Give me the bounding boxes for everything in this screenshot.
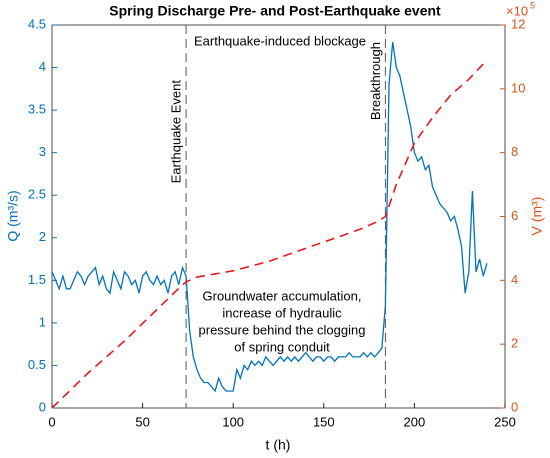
x-tick-label: 150 (313, 414, 335, 429)
x-tick-label: 0 (48, 414, 55, 429)
y2-tick-label: 0 (511, 399, 518, 414)
series-line (51, 59, 488, 409)
y-tick-label: 3.5 (28, 102, 46, 117)
note-line: increase of hydraulic (222, 305, 342, 320)
x-tick-label: 100 (222, 414, 244, 429)
y-axis-label: Q (m³/s) (5, 190, 21, 241)
y2-tick-label: 8 (511, 144, 518, 159)
x-axis-label: t (h) (266, 437, 291, 453)
x-tick-label: 200 (404, 414, 426, 429)
y2-multiplier-exp: 5 (530, 0, 535, 10)
note-line: Groundwater accumulation, (203, 288, 362, 303)
y-tick-label: 3 (39, 144, 46, 159)
y-tick-label: 1.5 (28, 272, 46, 287)
x-tick-label: 250 (494, 414, 516, 429)
y-tick-label: 0.5 (28, 357, 46, 372)
chart-title: Spring Discharge Pre- and Post-Earthquak… (109, 3, 441, 19)
y2-tick-label: 10 (511, 80, 525, 95)
y2-tick-label: 12 (511, 16, 525, 31)
x-tick-label: 50 (135, 414, 149, 429)
y-tick-label: 2 (39, 229, 46, 244)
y2-tick-label: 2 (511, 336, 518, 351)
y-tick-label: 2.5 (28, 187, 46, 202)
y-tick-label: 4 (39, 59, 46, 74)
note-line: pressure behind the clogging (199, 322, 366, 337)
y2-tick-label: 6 (511, 208, 518, 223)
y2-axis-label: V (m³) (529, 197, 545, 236)
series-line (51, 41, 488, 393)
y-tick-label: 4.5 (28, 16, 46, 31)
event-label: Breakthrough (368, 42, 383, 120)
annotation: Earthquake-induced blockage (194, 33, 366, 48)
y2-tick-label: 4 (511, 272, 518, 287)
event-label: Earthquake Event (169, 80, 184, 184)
y-tick-label: 0 (39, 399, 46, 414)
y2-multiplier: ×10 (506, 3, 528, 18)
note-line: of spring conduit (234, 339, 330, 354)
y-tick-label: 1 (39, 314, 46, 329)
